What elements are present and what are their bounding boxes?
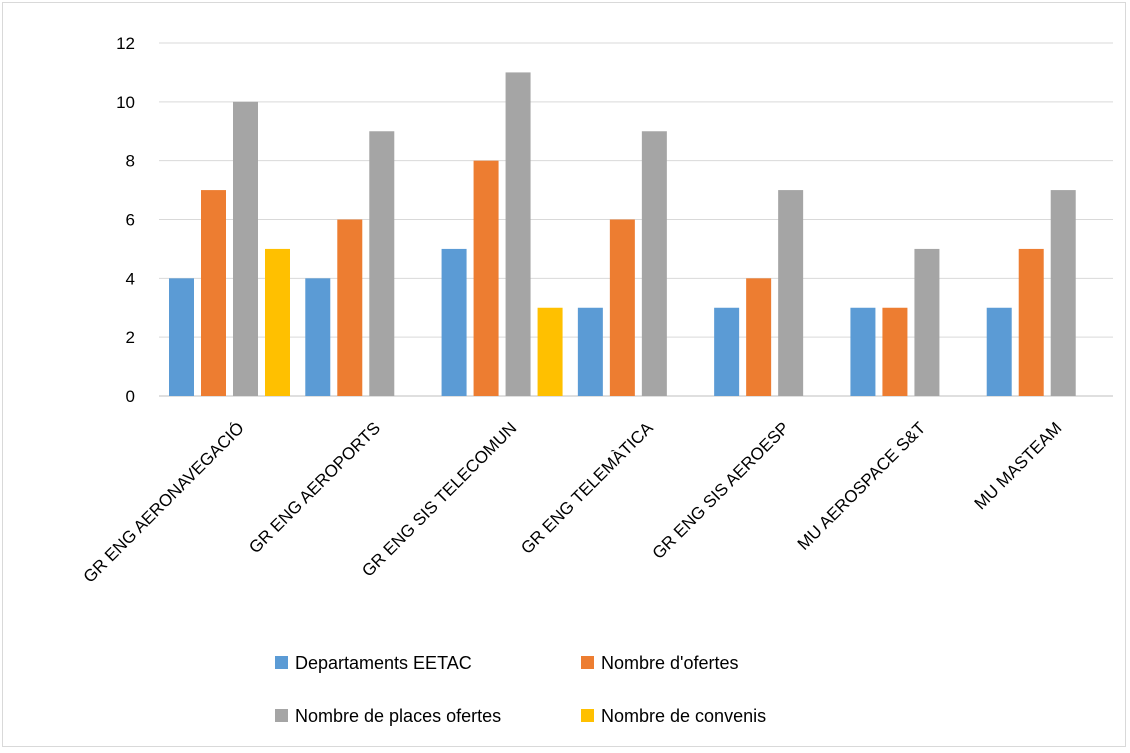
legend-swatch — [581, 709, 594, 722]
bar-nombre-de-convenis — [537, 307, 563, 396]
x-category-label: GR ENG SIS TELECOMUN — [358, 418, 520, 580]
legend-label: Nombre d'ofertes — [601, 653, 739, 673]
bar-departaments-eetac — [850, 307, 876, 396]
bars — [169, 72, 1076, 397]
y-tick-label: 4 — [126, 269, 135, 288]
legend-label: Departaments EETAC — [295, 653, 472, 673]
bar-nombre-d-ofertes — [1018, 248, 1044, 396]
x-category-label: GR ENG SIS AEROESP — [649, 418, 793, 562]
bar-nombre-de-places-ofertes — [914, 248, 940, 396]
legend-swatch — [581, 656, 594, 669]
bar-nombre-de-places-ofertes — [505, 72, 531, 397]
bar-nombre-d-ofertes — [201, 190, 226, 396]
bar-departaments-eetac — [714, 307, 740, 396]
bar-nombre-d-ofertes — [882, 307, 908, 396]
gridlines — [159, 42, 1113, 397]
bar-nombre-d-ofertes — [609, 219, 635, 396]
legend-label: Nombre de places ofertes — [295, 706, 501, 726]
x-category-label: MU AEROSPACE S&T — [794, 418, 929, 553]
bar-nombre-de-places-ofertes — [1050, 190, 1076, 396]
bar-nombre-de-places-ofertes — [233, 101, 258, 396]
bar-nombre-d-ofertes — [473, 160, 499, 396]
legend: Departaments EETAC Nombre d'ofertes Nombre… — [275, 653, 766, 726]
legend-swatch — [275, 709, 288, 722]
y-tick-label: 6 — [126, 211, 135, 230]
y-tick-label: 0 — [126, 387, 135, 406]
bar-nombre-de-places-ofertes — [778, 190, 804, 396]
legend-swatch — [275, 656, 288, 669]
y-tick-label: 2 — [126, 328, 135, 347]
x-category-label: MU MASTEAM — [971, 418, 1066, 513]
bar-nombre-d-ofertes — [746, 278, 772, 396]
bar-departaments-eetac — [305, 278, 331, 396]
y-tick-label: 12 — [116, 34, 135, 53]
x-category-label: GR ENG AEROPORTS — [245, 418, 384, 557]
bar-departaments-eetac — [441, 248, 467, 396]
bar-departaments-eetac — [169, 278, 194, 396]
bar-nombre-de-places-ofertes — [641, 131, 667, 396]
bar-departaments-eetac — [986, 307, 1012, 396]
legend-label: Nombre de convenis — [601, 706, 766, 726]
bar-nombre-de-places-ofertes — [369, 131, 395, 396]
x-category-label: GR ENG TELEMÀTICA — [517, 418, 657, 558]
y-tick-label: 8 — [126, 152, 135, 171]
x-category-label: GR ENG AERONAVEGACIÓ — [80, 418, 248, 586]
bar-departaments-eetac — [577, 307, 603, 396]
bar-nombre-de-convenis — [265, 248, 290, 396]
bar-nombre-d-ofertes — [337, 219, 363, 396]
y-tick-label: 10 — [116, 93, 135, 112]
